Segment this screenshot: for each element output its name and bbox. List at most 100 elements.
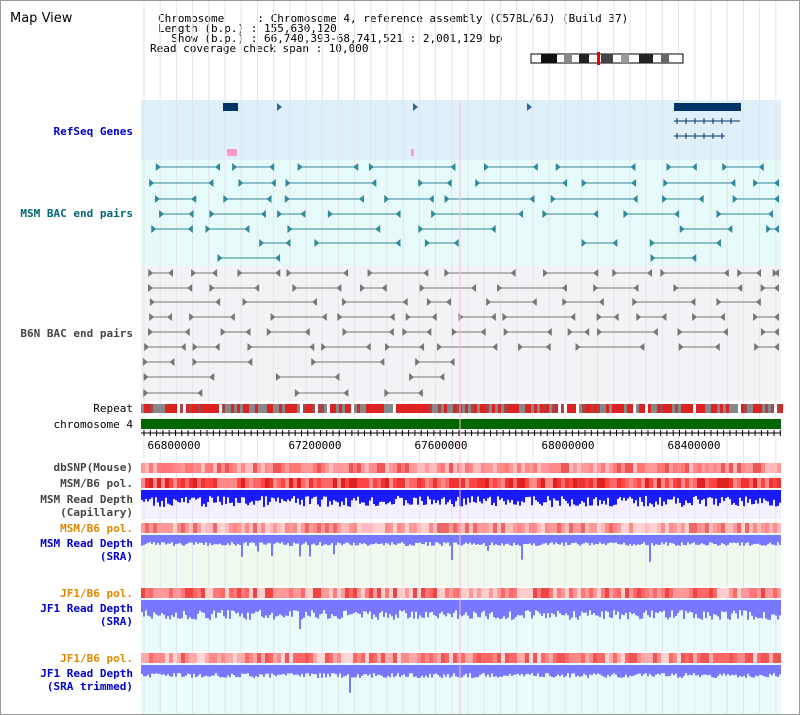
depth-bar xyxy=(215,535,217,545)
depth-bar xyxy=(445,535,447,544)
depth-bar xyxy=(451,600,453,618)
heatmap-cell xyxy=(193,478,197,488)
depth-bar xyxy=(265,490,267,497)
depth-bar xyxy=(299,535,301,557)
depth-bar xyxy=(323,535,325,545)
jf1-depth-trim-label-1[interactable]: JF1 Read Depth xyxy=(40,667,133,680)
depth-bar xyxy=(161,600,163,614)
msm-depth-sra-label-1[interactable]: MSM Read Depth xyxy=(40,537,133,550)
depth-bar xyxy=(681,535,683,543)
depth-bar xyxy=(329,665,331,677)
jf1-depth-trim-label-2[interactable]: (SRA trimmed) xyxy=(46,680,133,693)
heatmap-cell xyxy=(685,523,689,533)
heatmap-cell xyxy=(541,463,545,473)
heatmap-cell xyxy=(521,463,525,473)
msm-depth-capillary-label-1[interactable]: MSM Read Depth xyxy=(40,493,133,506)
depth-bar xyxy=(443,600,445,615)
repeat-segment xyxy=(717,404,720,413)
heatmap-cell xyxy=(545,653,549,663)
depth-bar xyxy=(321,665,323,678)
depth-bar xyxy=(429,600,431,613)
depth-bar xyxy=(173,490,175,500)
refseq-label[interactable]: RefSeq Genes xyxy=(53,125,133,138)
heatmap-cell xyxy=(293,463,297,473)
depth-bar xyxy=(551,600,553,613)
heatmap-cell xyxy=(497,653,501,663)
depth-bar xyxy=(317,600,319,619)
heatmap-cell xyxy=(545,478,549,488)
heatmap-cell xyxy=(345,523,349,533)
depth-bar xyxy=(501,535,503,544)
depth-bar xyxy=(183,600,185,611)
heatmap-cell xyxy=(405,588,409,598)
depth-bar xyxy=(569,535,571,545)
heatmap-cell xyxy=(185,653,189,663)
depth-bar xyxy=(583,665,585,674)
depth-bar xyxy=(549,665,551,676)
heatmap-cell xyxy=(577,653,581,663)
jf1-depth-sra-label-2[interactable]: (SRA) xyxy=(99,615,133,628)
depth-bar xyxy=(211,600,213,615)
depth-bar xyxy=(533,600,535,616)
heatmap-cell xyxy=(329,523,333,533)
repeat-segment xyxy=(438,404,441,413)
depth-bar xyxy=(293,490,295,497)
depth-bar xyxy=(159,535,161,545)
msm-depth-capillary-label-2[interactable]: (Capillary) xyxy=(60,506,133,519)
axis-tick-label: 68000000 xyxy=(541,439,595,452)
chromosome-ideogram[interactable] xyxy=(530,52,684,65)
depth-bar xyxy=(649,600,651,618)
msm-b6-pol-label[interactable]: MSM/B6 pol. xyxy=(60,477,133,490)
depth-bar xyxy=(575,665,577,677)
b6n-bac-label[interactable]: B6N BAC end pairs xyxy=(20,327,133,340)
heatmap-cell xyxy=(273,653,277,663)
depth-bar xyxy=(257,490,259,501)
jf1-depth-sra-label-1[interactable]: JF1 Read Depth xyxy=(40,602,133,615)
heatmap-cell xyxy=(217,478,221,488)
depth-bar xyxy=(487,490,489,499)
repeat-segment xyxy=(489,404,492,413)
depth-bar xyxy=(379,600,381,614)
heatmap-cell xyxy=(417,463,421,473)
msm-bac-end xyxy=(327,210,333,218)
heatmap-cell xyxy=(393,478,397,488)
depth-bar xyxy=(467,535,469,545)
msm-bac-label[interactable]: MSM BAC end pairs xyxy=(20,207,133,220)
depth-bar xyxy=(725,535,727,546)
jf1-b6-pol-label[interactable]: JF1/B6 pol. xyxy=(60,587,133,600)
heatmap-cell xyxy=(161,478,165,488)
jf1-b6-pol-label-2[interactable]: JF1/B6 pol. xyxy=(60,652,133,665)
b6n-bac-features[interactable] xyxy=(142,269,779,397)
heatmap-cell xyxy=(173,523,177,533)
heatmap-cell xyxy=(697,478,701,488)
heatmap-cell xyxy=(661,478,665,488)
msm-bac-features[interactable] xyxy=(149,163,779,262)
depth-bar xyxy=(469,490,471,503)
refseq-features[interactable] xyxy=(223,103,741,156)
repeat-label[interactable]: Repeat xyxy=(93,402,133,415)
repeat-segment xyxy=(399,404,402,413)
depth-bar xyxy=(543,535,545,544)
heatmap-cell xyxy=(441,588,445,598)
heatmap-cell xyxy=(529,653,533,663)
heatmap-cell xyxy=(737,653,741,663)
heatmap-cell xyxy=(697,588,701,598)
heatmap-cell xyxy=(241,478,245,488)
dbsnp-label[interactable]: dbSNP(Mouse) xyxy=(53,461,133,474)
depth-bar xyxy=(485,490,487,502)
depth-bar xyxy=(765,600,767,619)
msm-depth-sra-label-2[interactable]: (SRA) xyxy=(99,550,133,563)
depth-bar xyxy=(341,535,343,546)
depth-bar xyxy=(265,535,267,545)
msm-b6-pol-label-2[interactable]: MSM/B6 pol. xyxy=(60,522,133,535)
chromosome-label[interactable]: chromosome 4 xyxy=(53,418,133,431)
depth-bar xyxy=(711,490,713,499)
depth-bar xyxy=(551,535,553,543)
depth-bar xyxy=(567,535,569,546)
repeat-segment xyxy=(456,404,459,413)
depth-bar xyxy=(455,535,457,543)
heatmap-cell xyxy=(621,463,625,473)
depth-bar xyxy=(667,665,669,677)
heatmap-cell xyxy=(645,653,649,663)
